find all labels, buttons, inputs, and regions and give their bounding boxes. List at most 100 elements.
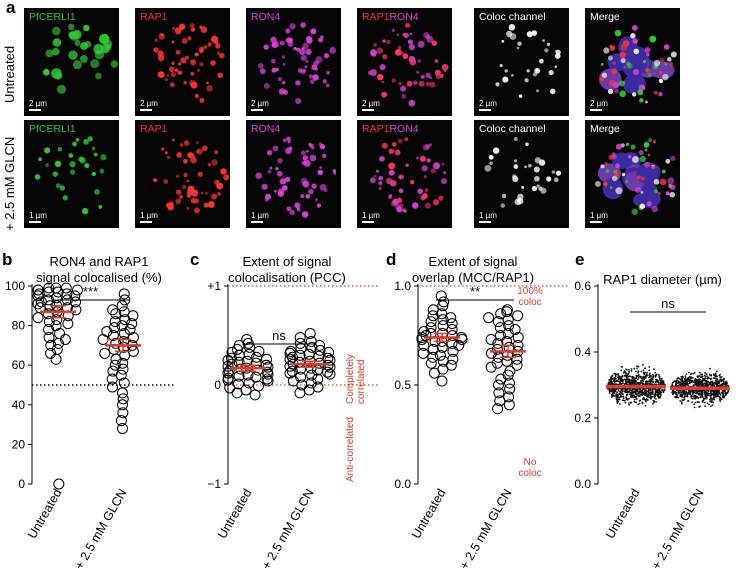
data-point-3	[722, 392, 724, 395]
data-point-2	[485, 347, 497, 359]
data-point-3	[648, 393, 651, 396]
data-point-3	[715, 377, 718, 380]
data-point-0	[99, 347, 111, 359]
data-point-3	[631, 389, 633, 392]
data-point-3	[637, 394, 640, 397]
data-point-3	[628, 389, 631, 391]
micrograph-label: RAP1RON4	[362, 123, 419, 135]
data-point-3	[723, 377, 725, 380]
data-point-3	[642, 371, 645, 374]
data-point-2	[485, 361, 497, 373]
data-point-3	[622, 382, 624, 385]
data-point-0	[43, 316, 55, 328]
data-point-3	[657, 373, 660, 376]
y-tick-label-3: 0.2	[574, 411, 591, 425]
micrograph-label: Merge	[590, 11, 620, 23]
data-point-3	[700, 373, 703, 376]
data-point-2	[437, 320, 449, 332]
scale-bar	[590, 221, 602, 223]
data-point-1	[322, 366, 334, 378]
data-point-1	[231, 387, 243, 399]
data-point-0	[70, 304, 82, 316]
data-point-3	[711, 385, 714, 387]
data-point-3	[717, 391, 720, 394]
data-point-3	[685, 390, 687, 393]
data-point-3	[645, 380, 648, 383]
data-point-2	[492, 316, 504, 328]
data-point-3	[682, 393, 685, 395]
x-tick-label-1: + 2.5 mM GLCN	[259, 487, 316, 571]
data-point-3	[693, 371, 696, 374]
data-point-3	[727, 385, 730, 387]
data-point-3	[714, 372, 717, 375]
data-point-2	[511, 359, 523, 371]
scale-bar	[29, 221, 41, 223]
data-point-3	[628, 370, 630, 373]
data-point-3	[690, 381, 693, 384]
label-ron4-part: RON4	[389, 11, 419, 23]
data-point-1	[222, 367, 234, 379]
data-point-3	[691, 397, 694, 400]
data-point-1	[312, 373, 324, 385]
data-point-3	[708, 383, 711, 386]
data-point-0	[52, 337, 64, 349]
chart-title-c: Extent of signal colocalisation (PCC)	[212, 254, 362, 286]
data-point-2	[512, 331, 524, 343]
data-point-3	[679, 400, 682, 402]
data-point-3	[640, 393, 643, 396]
data-point-0	[52, 286, 64, 298]
data-point-1	[294, 337, 306, 349]
data-point-0	[107, 330, 119, 341]
data-point-3	[712, 373, 715, 376]
micrograph-label: RAP1	[140, 11, 168, 23]
data-point-3	[693, 389, 696, 392]
data-point-3	[641, 382, 644, 385]
data-point-3	[630, 369, 633, 372]
data-point-0	[54, 328, 66, 340]
data-point-1	[294, 331, 306, 343]
data-point-3	[617, 373, 619, 375]
data-point-0	[32, 312, 44, 324]
data-point-3	[611, 375, 613, 378]
data-point-1	[294, 387, 306, 399]
data-point-2	[493, 387, 505, 399]
data-point-3	[642, 393, 645, 396]
scale-bar-label: 2 µm	[362, 99, 380, 108]
data-point-3	[615, 393, 618, 396]
data-point-3	[635, 376, 638, 378]
data-point-3	[653, 395, 656, 398]
data-point-3	[647, 391, 650, 394]
data-point-3	[634, 379, 637, 382]
data-point-3	[632, 380, 635, 382]
data-point-3	[715, 383, 718, 385]
data-point-1	[306, 341, 318, 353]
data-point-2	[494, 322, 506, 334]
data-point-3	[716, 395, 719, 398]
data-point-3	[633, 388, 636, 391]
data-point-3	[722, 382, 725, 384]
annotation-completely-correlated: Completely	[345, 354, 356, 404]
data-point-3	[684, 395, 687, 398]
data-point-3	[625, 390, 628, 393]
y-tick-label-3: 0.6	[574, 279, 591, 293]
data-point-2	[504, 377, 516, 389]
data-point-3	[623, 370, 626, 373]
data-point-2	[494, 330, 506, 341]
data-point-3	[641, 363, 644, 366]
data-point-3	[636, 378, 639, 381]
data-point-3	[649, 397, 652, 400]
data-point-3	[627, 373, 630, 375]
data-point-3	[704, 393, 706, 396]
data-point-3	[692, 381, 695, 383]
data-point-3	[703, 401, 706, 404]
data-point-3	[691, 376, 694, 379]
data-point-1	[294, 349, 306, 361]
data-point-3	[625, 378, 627, 381]
data-point-3	[696, 378, 699, 381]
data-point-0	[117, 363, 129, 375]
data-point-3	[625, 394, 628, 397]
data-point-3	[654, 374, 657, 377]
data-point-3	[710, 397, 712, 400]
data-point-3	[609, 389, 612, 392]
data-point-1	[261, 353, 273, 365]
